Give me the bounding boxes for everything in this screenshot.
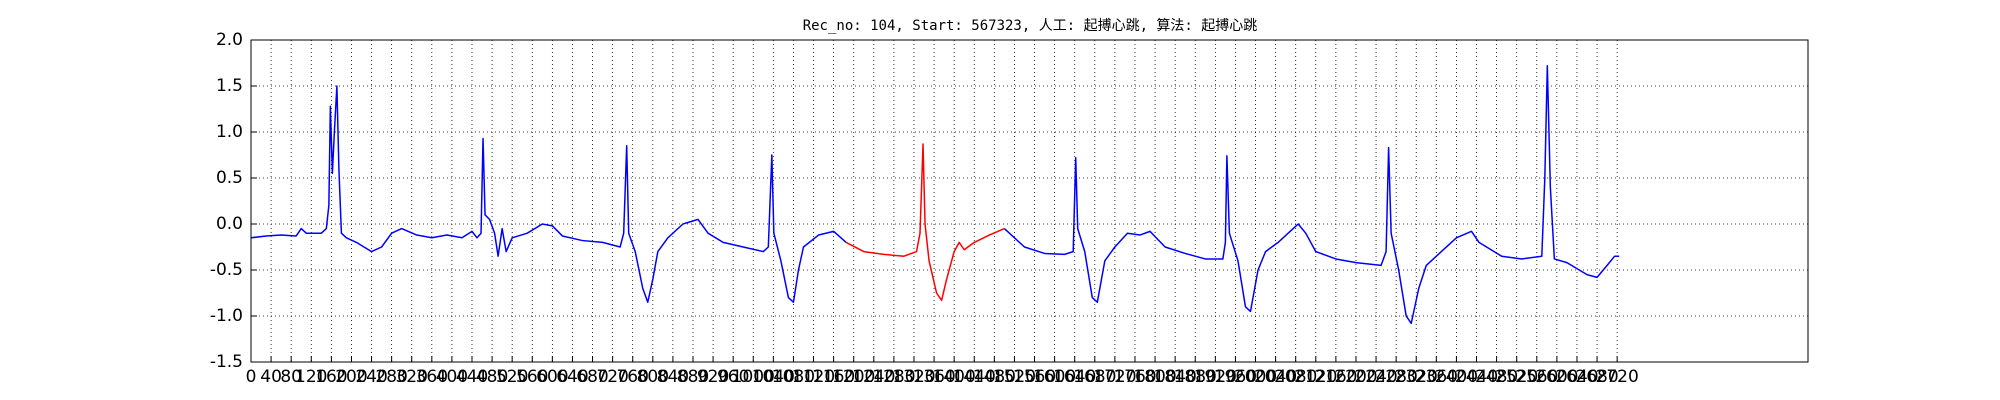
x-tick-label: 1800 — [1133, 367, 1176, 387]
x-tick-label: 320 — [395, 367, 427, 387]
x-tick-label: 2520 — [1495, 367, 1538, 387]
y-tick-label: -1.0 — [210, 306, 243, 326]
x-tick-label: 2200 — [1334, 367, 1377, 387]
x-tick-label: 1240 — [852, 367, 895, 387]
x-tick-label: 1760 — [1113, 367, 1156, 387]
x-tick-label: 2600 — [1535, 367, 1578, 387]
y-tick-label: 0.5 — [216, 168, 243, 188]
x-tick-label: 1280 — [872, 367, 915, 387]
x-tick-label: 2240 — [1354, 367, 1397, 387]
x-tick-label: 720 — [596, 367, 628, 387]
x-tick-label: 1640 — [1053, 367, 1096, 387]
x-tick-label: 2040 — [1254, 367, 1297, 387]
x-tick-label: 80 — [280, 367, 302, 387]
x-tick-label: 1840 — [1154, 367, 1197, 387]
x-tick-label: 1080 — [772, 367, 815, 387]
x-tick-label: 960 — [717, 367, 749, 387]
x-tick-label: 2560 — [1515, 367, 1558, 387]
x-tick-label: 280 — [375, 367, 407, 387]
x-tick-label: 680 — [576, 367, 608, 387]
x-tick-label: 2000 — [1234, 367, 1277, 387]
x-tick-label: 2280 — [1375, 367, 1418, 387]
x-tick-label: 760 — [616, 367, 648, 387]
x-tick-label: 2680 — [1575, 367, 1618, 387]
x-tick-label: 1880 — [1174, 367, 1217, 387]
x-tick-label: 1000 — [732, 367, 775, 387]
y-tick-label: 2.0 — [216, 30, 243, 50]
chart-title: Rec_no: 104, Start: 567323, 人工: 起搏心跳, 算法… — [803, 17, 1258, 34]
x-tick-label: 520 — [496, 367, 528, 387]
x-tick-label: 840 — [657, 367, 689, 387]
x-tick-label: 0 — [246, 367, 257, 387]
x-tick-label: 560 — [516, 367, 548, 387]
x-tick-label: 200 — [335, 367, 367, 387]
x-tick-label: 1600 — [1033, 367, 1076, 387]
x-tick-label: 2480 — [1475, 367, 1518, 387]
ecg-line — [845, 143, 1005, 302]
x-tick-label: 2640 — [1555, 367, 1598, 387]
x-tick-label: 800 — [637, 367, 669, 387]
x-tick-label: 360 — [416, 367, 448, 387]
x-tick-label: 160 — [315, 367, 347, 387]
x-tick-label: 2160 — [1314, 367, 1357, 387]
x-tick-label: 2120 — [1294, 367, 1337, 387]
x-tick-label: 240 — [355, 367, 387, 387]
x-tick-label: 1720 — [1093, 367, 1136, 387]
x-tick-label: 600 — [536, 367, 568, 387]
x-tick-label: 120 — [295, 367, 327, 387]
x-tick-label: 1560 — [1013, 367, 1056, 387]
ecg-line — [250, 85, 847, 303]
y-tick-label: 0.0 — [216, 214, 243, 234]
x-tick-label: 480 — [476, 367, 508, 387]
y-tick-label: 1.5 — [216, 76, 243, 96]
x-tick-label: 440 — [456, 367, 488, 387]
x-tick-label: 40 — [260, 367, 282, 387]
x-tick-label: 2080 — [1274, 367, 1317, 387]
y-tick-label: 1.0 — [216, 122, 243, 142]
x-tick-label: 1680 — [1073, 367, 1116, 387]
x-tick-label: 2400 — [1435, 367, 1478, 387]
x-tick-label: 1040 — [752, 367, 795, 387]
y-tick-label: -1.5 — [210, 352, 243, 372]
x-tick-label: 400 — [436, 367, 468, 387]
x-tick-label: 1960 — [1214, 367, 1257, 387]
x-tick-label: 2720 — [1596, 367, 1639, 387]
x-tick-label: 640 — [556, 367, 588, 387]
y-tick-label: -0.5 — [210, 260, 243, 280]
x-tick-label: 1200 — [832, 367, 875, 387]
plot-frame — [250, 39, 1809, 363]
x-tick-label: 1480 — [973, 367, 1016, 387]
x-tick-label: 2360 — [1415, 367, 1458, 387]
x-tick-label: 1400 — [933, 367, 976, 387]
x-tick-label: 880 — [677, 367, 709, 387]
ecg-line — [1003, 65, 1620, 325]
x-tick-label: 920 — [697, 367, 729, 387]
x-tick-label: 1120 — [792, 367, 835, 387]
x-tick-label: 1520 — [993, 367, 1036, 387]
x-tick-label: 1360 — [912, 367, 955, 387]
x-tick-label: 1920 — [1194, 367, 1237, 387]
x-tick-label: 1160 — [812, 367, 855, 387]
x-tick-label: 2440 — [1455, 367, 1498, 387]
x-tick-label: 1440 — [953, 367, 996, 387]
x-tick-label: 1320 — [892, 367, 935, 387]
x-tick-label: 2320 — [1395, 367, 1438, 387]
